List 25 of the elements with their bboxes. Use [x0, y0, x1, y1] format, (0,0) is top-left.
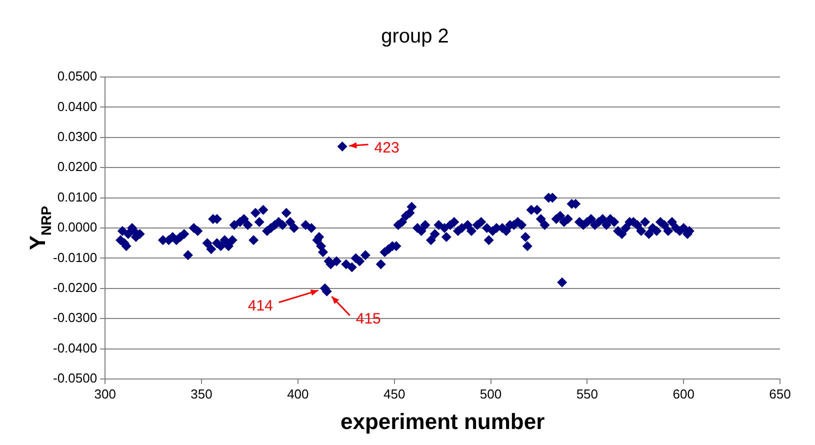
y-axis-title: YNRP	[25, 206, 54, 250]
y-tick-label: 0.0200	[57, 159, 98, 174]
x-tick-label: 650	[769, 386, 791, 402]
x-tick-label: 450	[383, 386, 406, 402]
x-tick-label: 350	[190, 386, 212, 402]
annotation: 415	[356, 310, 381, 328]
y-tick-label: 0.0000	[57, 220, 98, 235]
y-tick-label: 0.0100	[57, 189, 98, 204]
y-tick-label: -0.0400	[52, 340, 98, 356]
y-tick-label: -0.0100	[52, 250, 98, 265]
annotation: 423	[374, 140, 400, 157]
y-tick-label: -0.0300	[52, 310, 98, 326]
y-tick-label: -0.0500	[52, 370, 98, 386]
x-axis-title: experiment number	[340, 408, 546, 434]
annotation: 414	[248, 298, 273, 315]
y-tick-label: 0.0300	[57, 128, 98, 144]
x-tick-label: 400	[287, 386, 309, 402]
y-tick-label: 0.0500	[57, 68, 98, 84]
y-tick-label: 0.0400	[57, 98, 98, 114]
x-tick-label: 500	[480, 386, 502, 402]
chart-title: group 2	[381, 26, 449, 48]
x-tick-label: 550	[576, 386, 598, 402]
x-tick-label: 300	[94, 386, 116, 402]
x-tick-label: 600	[672, 386, 694, 402]
y-tick-label: -0.0200	[52, 280, 98, 295]
